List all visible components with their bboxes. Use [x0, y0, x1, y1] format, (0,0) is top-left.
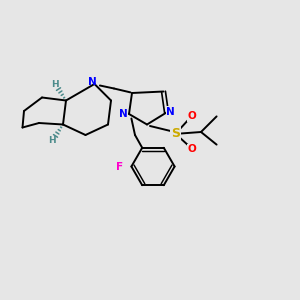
Text: N: N: [166, 107, 175, 117]
Text: N: N: [119, 109, 128, 119]
Text: N: N: [88, 76, 97, 87]
Text: H: H: [51, 80, 59, 89]
Text: O: O: [188, 111, 196, 121]
Text: S: S: [171, 127, 180, 140]
Text: F: F: [116, 161, 124, 172]
Text: O: O: [188, 144, 196, 154]
Text: H: H: [48, 136, 56, 145]
